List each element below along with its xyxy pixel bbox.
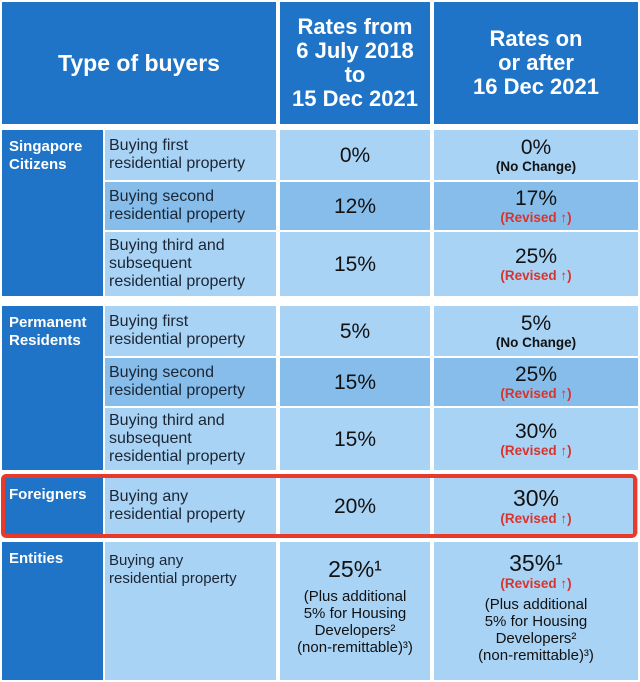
- header-rates-old: Rates from 6 July 2018 to 15 Dec 2021: [280, 2, 430, 124]
- note-line: (Plus additional: [303, 588, 407, 605]
- row-entities-old: 25%¹ (Plus additional 5% for Housing Dev…: [280, 542, 430, 680]
- header-new-line-2: or after: [498, 50, 574, 75]
- desc-line: Buying any: [109, 488, 189, 505]
- row-pr-third-desc: Buying third and subsequent residential …: [105, 408, 276, 470]
- revised-note: (Revised ↑): [500, 511, 572, 526]
- note-line: Developers²: [314, 622, 396, 639]
- desc-line: residential property: [109, 331, 246, 348]
- rate-old-value: 25%¹: [328, 556, 382, 582]
- note-line: (non-remittable)³): [478, 647, 594, 664]
- group-entities: Entities: [2, 542, 103, 680]
- rate-old-value: 20%: [333, 494, 377, 518]
- group-sc-line-1: Singapore: [9, 138, 83, 155]
- rate-new-value: 25%: [514, 244, 558, 268]
- row-pr-second-desc: Buying second residential property: [105, 358, 276, 406]
- rate-old-value: 15%: [333, 427, 377, 451]
- rate-new-value: 17%: [514, 186, 558, 210]
- header-type-of-buyers: Type of buyers: [2, 2, 276, 124]
- header-new-line-1: Rates on: [489, 26, 583, 51]
- row-foreigners-old: 20%: [280, 478, 430, 534]
- row-sc-third-new: 25% (Revised ↑): [434, 232, 638, 296]
- rate-old-value: 12%: [333, 194, 377, 218]
- row-foreigners-new: 30% (Revised ↑): [434, 478, 638, 534]
- desc-line: residential property: [109, 570, 237, 587]
- header-old-line-1: Rates from: [297, 14, 413, 39]
- desc-line: Buying third and: [109, 237, 225, 254]
- group-foreigners: Foreigners: [2, 478, 103, 534]
- housing-developers-note-old: (Plus additional 5% for Housing Develope…: [297, 588, 413, 656]
- row-pr-second-old: 15%: [280, 358, 430, 406]
- rate-old-value: 15%: [333, 370, 377, 394]
- header-new-line-3: 16 Dec 2021: [473, 74, 599, 99]
- rate-new-value: 35%¹: [509, 550, 563, 576]
- desc-line: Buying any: [109, 552, 184, 569]
- rate-old-value: 15%: [333, 252, 377, 276]
- note-line: Developers²: [495, 630, 577, 647]
- rate-new-value: 5%: [520, 311, 552, 335]
- header-old-line-2: 6 July 2018: [296, 38, 414, 63]
- note-line: (Plus additional: [484, 596, 588, 613]
- revised-note: (Revised ↑): [500, 385, 572, 401]
- no-change-note: (No Change): [495, 158, 577, 174]
- group-pr-line-1: Permanent: [9, 314, 87, 331]
- row-entities-desc: Buying any residential property: [105, 542, 276, 680]
- group-foreigners-label: Foreigners: [9, 486, 87, 503]
- group-singapore-citizens: Singapore Citizens: [2, 130, 103, 296]
- note-line: (non-remittable)³): [297, 639, 413, 656]
- group-entities-label: Entities: [9, 550, 64, 567]
- row-pr-first-new: 5% (No Change): [434, 306, 638, 356]
- group-permanent-residents: Permanent Residents: [2, 306, 103, 470]
- desc-line: Buying second: [109, 188, 214, 205]
- row-pr-first-old: 5%: [280, 306, 430, 356]
- row-sc-third-old: 15%: [280, 232, 430, 296]
- row-sc-second-desc: Buying second residential property: [105, 182, 276, 230]
- desc-line: subsequent: [109, 255, 192, 272]
- housing-developers-note-new: (Plus additional 5% for Housing Develope…: [478, 596, 594, 664]
- row-sc-third-desc: Buying third and subsequent residential …: [105, 232, 276, 296]
- desc-line: Buying third and: [109, 412, 225, 429]
- desc-line: Buying first: [109, 137, 189, 154]
- desc-line: residential property: [109, 382, 246, 399]
- revised-note: (Revised ↑): [500, 442, 572, 458]
- note-line: 5% for Housing: [484, 613, 588, 630]
- rate-old-value: 5%: [339, 319, 371, 343]
- desc-line: residential property: [109, 155, 246, 172]
- row-pr-first-desc: Buying first residential property: [105, 306, 276, 356]
- row-pr-third-new: 30% (Revised ↑): [434, 408, 638, 470]
- revised-note: (Revised ↑): [500, 209, 572, 225]
- revised-note: (Revised ↑): [500, 267, 572, 283]
- desc-line: subsequent: [109, 430, 192, 447]
- group-pr-line-2: Residents: [9, 332, 81, 349]
- row-sc-second-old: 12%: [280, 182, 430, 230]
- rate-new-value: 30%: [512, 485, 560, 511]
- rate-new-value: 30%: [514, 419, 558, 443]
- row-pr-third-old: 15%: [280, 408, 430, 470]
- desc-line: Buying first: [109, 313, 189, 330]
- row-sc-first-old: 0%: [280, 130, 430, 180]
- row-foreigners-desc: Buying any residential property: [105, 478, 276, 534]
- desc-line: residential property: [109, 448, 246, 465]
- note-line: 5% for Housing: [303, 605, 407, 622]
- desc-line: residential property: [109, 273, 246, 290]
- row-sc-second-new: 17% (Revised ↑): [434, 182, 638, 230]
- row-pr-second-new: 25% (Revised ↑): [434, 358, 638, 406]
- header-old-line-4: 15 Dec 2021: [292, 86, 418, 111]
- no-change-note: (No Change): [495, 334, 577, 350]
- desc-line: residential property: [109, 506, 246, 523]
- row-entities-new: 35%¹ (Revised ↑) (Plus additional 5% for…: [434, 542, 638, 680]
- row-sc-first-new: 0% (No Change): [434, 130, 638, 180]
- foreigners-highlight-box: [1, 474, 637, 538]
- group-sc-line-2: Citizens: [9, 156, 67, 173]
- header-type-label: Type of buyers: [58, 49, 220, 76]
- revised-note: (Revised ↑): [500, 576, 572, 591]
- header-old-line-3: to: [344, 62, 366, 87]
- rate-old-value: 0%: [339, 143, 371, 167]
- rate-new-value: 25%: [514, 362, 558, 386]
- header-rates-new: Rates on or after 16 Dec 2021: [434, 2, 638, 124]
- desc-line: Buying second: [109, 364, 214, 381]
- row-sc-first-desc: Buying first residential property: [105, 130, 276, 180]
- rate-new-value: 0%: [520, 135, 552, 159]
- desc-line: residential property: [109, 206, 246, 223]
